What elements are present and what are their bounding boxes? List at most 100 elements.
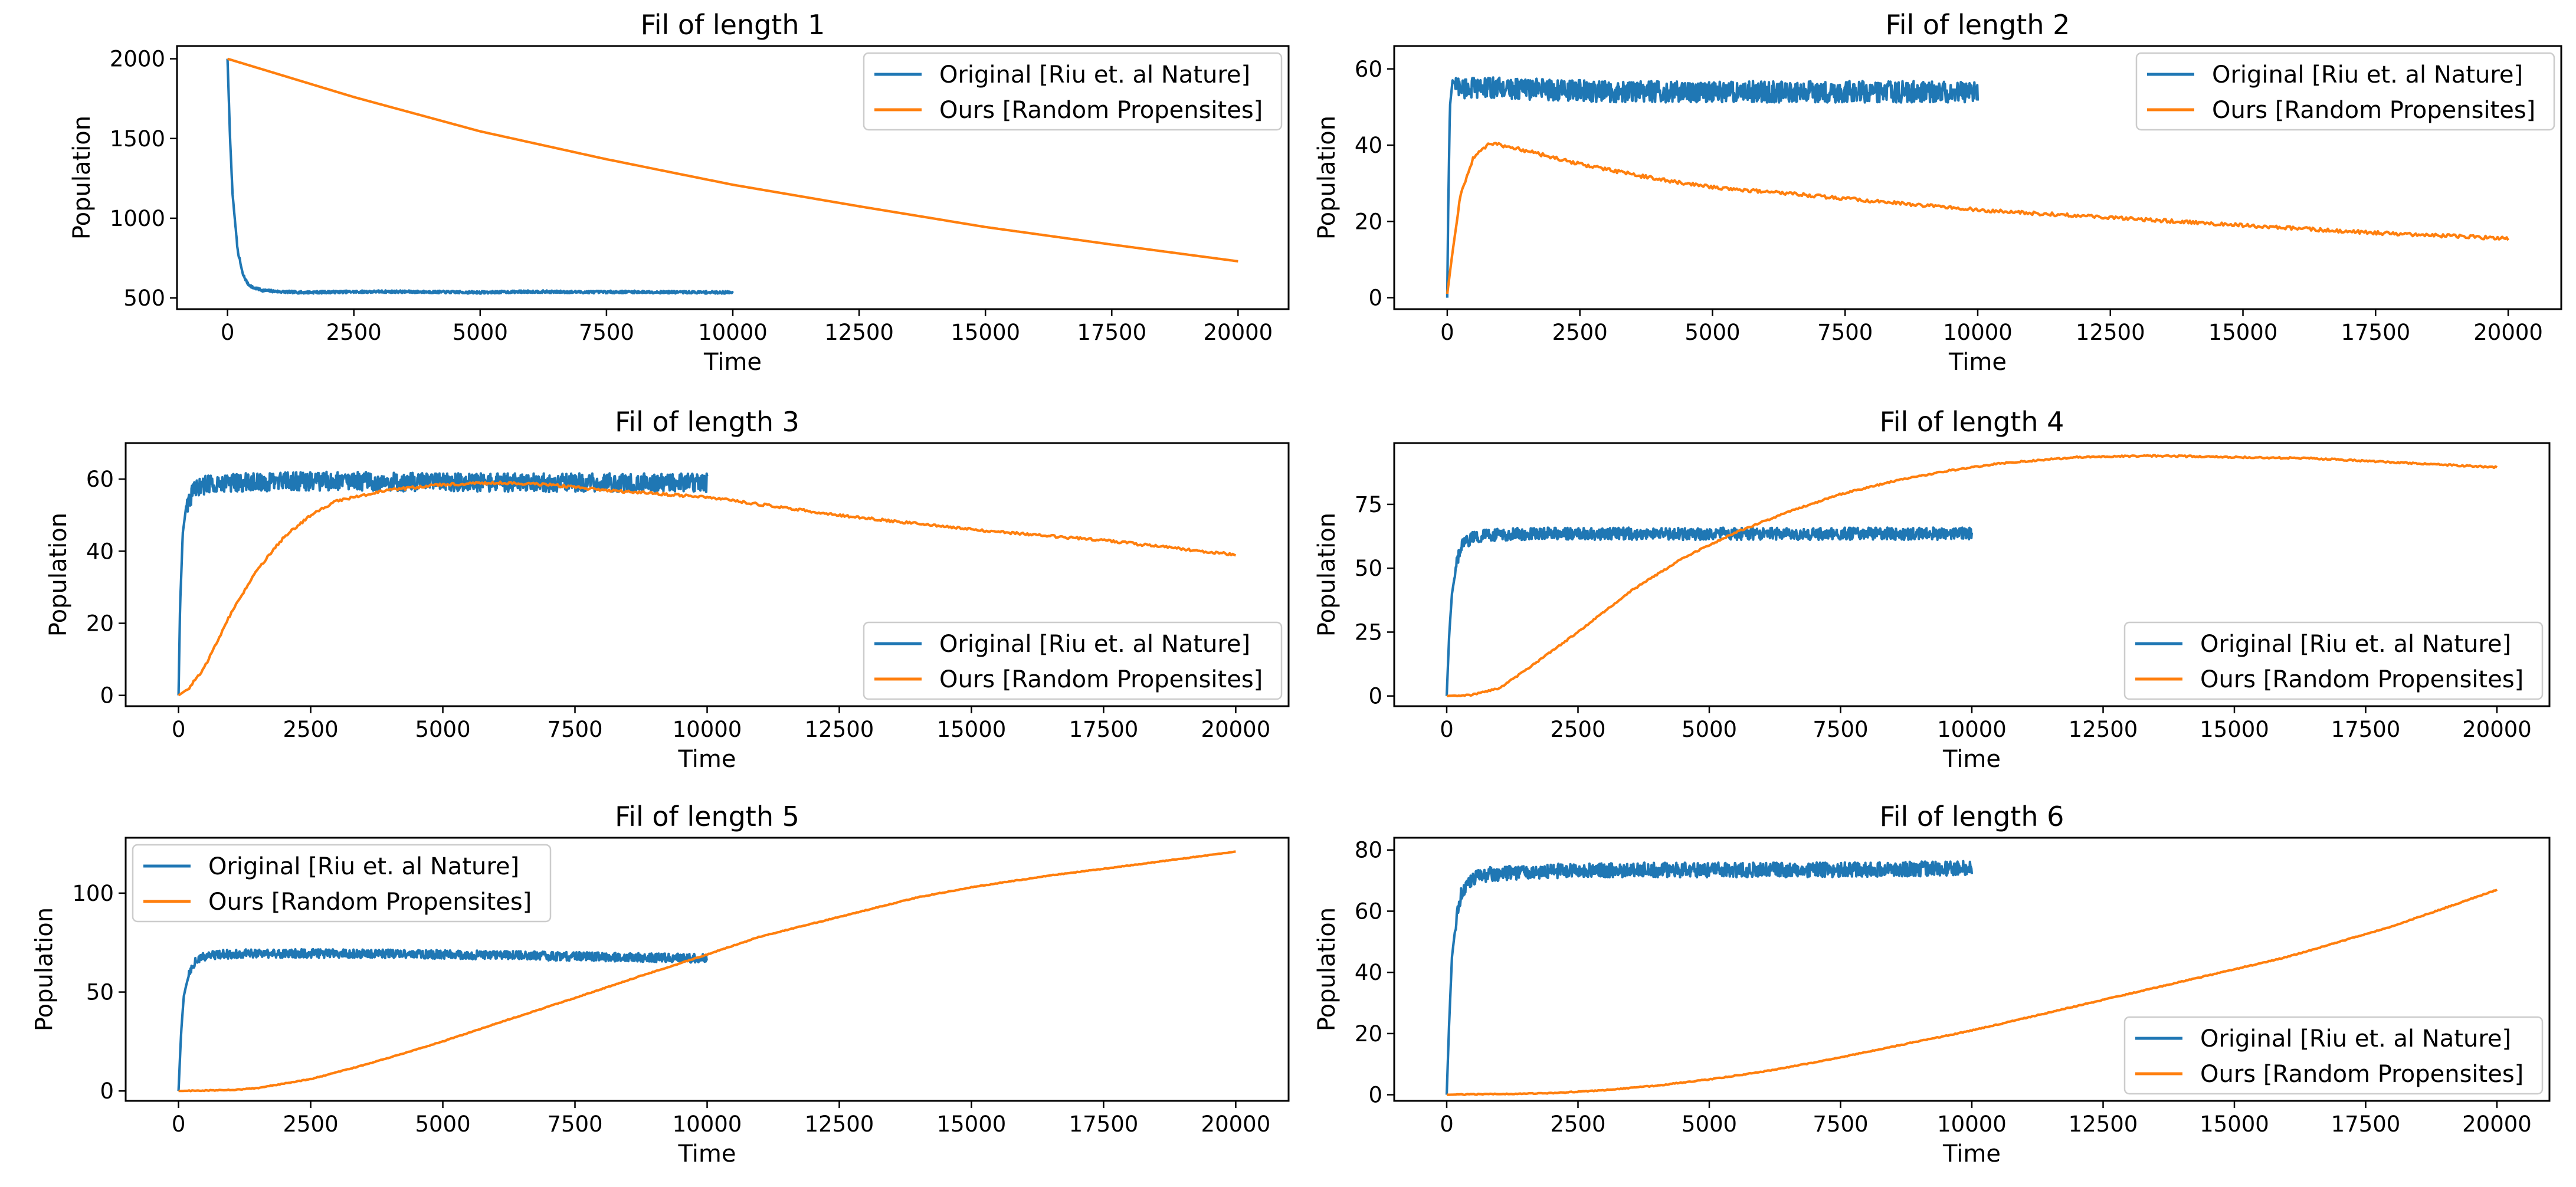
subplot-title: Fil of length 6 (1880, 801, 2064, 832)
y-tick-label: 40 (1355, 960, 1382, 985)
x-tick-label: 15000 (951, 320, 1020, 345)
x-tick-label: 12500 (2069, 717, 2138, 742)
legend-label: Original [Riu et. al Nature] (939, 61, 1250, 88)
y-tick-label: 100 (72, 881, 114, 906)
subplot-3: Fil of length 3 0 2500 5000 7500 10000 12500 15… (45, 406, 1290, 773)
x-tick-label: 15000 (2200, 1111, 2269, 1137)
x-tick-label: 5000 (415, 717, 470, 742)
x-tick-label: 12500 (2076, 320, 2145, 345)
x-tick-label: 5000 (453, 320, 508, 345)
x-tick-label: 10000 (1937, 1111, 2007, 1137)
x-tick-label: 12500 (824, 320, 894, 345)
x-axis-label: Time (1948, 349, 2007, 376)
x-tick-label: 5000 (415, 1111, 470, 1137)
legend-box (2123, 621, 2544, 700)
subplot-5: Fil of length 5 0 2500 5000 7500 10000 12500 15… (31, 801, 1290, 1168)
y-axis-label: Population (45, 513, 72, 637)
legend: Original [Riu et. al Nature] Ours [Random… (2123, 621, 2544, 700)
y-tick-label: 0 (1368, 684, 1382, 709)
x-tick-label: 0 (1440, 320, 1454, 345)
x-axis-label: Time (1942, 1140, 2001, 1168)
series-line (1446, 76, 1979, 298)
x-tick-label: 20000 (2473, 320, 2543, 345)
y-tick-label: 0 (1368, 286, 1382, 311)
x-tick-label: 20000 (2462, 1111, 2532, 1137)
x-tick-label: 2500 (1552, 320, 1608, 345)
x-tick-label: 15000 (937, 717, 1007, 742)
y-tick-label: 75 (1355, 492, 1382, 517)
legend: Original [Riu et. al Nature] Ours [Random… (132, 844, 552, 923)
x-tick-label: 10000 (698, 320, 768, 345)
y-tick-label: 1000 (110, 206, 165, 231)
y-axis-label: Population (31, 907, 58, 1031)
y-tick-label: 80 (1355, 838, 1382, 863)
y-tick-label: 500 (123, 286, 165, 311)
x-tick-label: 15000 (2208, 320, 2278, 345)
legend-label: Ours [Random Propensites] (939, 666, 1263, 693)
x-axis-label: Time (1942, 746, 2001, 773)
y-tick-label: 60 (1355, 899, 1382, 924)
legend-label: Ours [Random Propensites] (2200, 666, 2523, 693)
x-tick-label: 17500 (2331, 717, 2401, 742)
y-tick-label: 40 (1355, 133, 1382, 158)
x-tick-label: 17500 (1069, 717, 1139, 742)
x-tick-label: 10000 (673, 717, 742, 742)
series-line (227, 57, 1238, 263)
legend-label: Ours [Random Propensites] (2212, 97, 2535, 124)
legend-label: Original [Riu et. al Nature] (939, 631, 1250, 658)
legend-label: Original [Riu et. al Nature] (2212, 61, 2523, 88)
y-tick-label: 60 (86, 467, 114, 492)
y-tick-label: 50 (86, 980, 114, 1005)
x-tick-label: 0 (172, 1111, 186, 1137)
series-line (1446, 142, 2509, 294)
x-axis-label: Time (678, 746, 736, 773)
x-tick-label: 7500 (547, 717, 602, 742)
y-axis-label: Population (1313, 116, 1341, 240)
x-tick-label: 20000 (1201, 717, 1271, 742)
x-tick-label: 7500 (1813, 717, 1868, 742)
x-tick-label: 17500 (2341, 320, 2410, 345)
y-tick-label: 0 (100, 1078, 114, 1104)
x-tick-label: 5000 (1682, 1111, 1737, 1137)
legend: Original [Riu et. al Nature] Ours [Random… (863, 52, 1283, 131)
x-tick-label: 0 (1440, 1111, 1454, 1137)
subplot-1: Fil of length 1 0 2500 5000 7500 10000 12500 15… (68, 9, 1290, 376)
x-tick-label: 17500 (2331, 1111, 2401, 1137)
x-tick-label: 5000 (1682, 717, 1737, 742)
x-tick-label: 2500 (1550, 717, 1605, 742)
x-tick-label: 17500 (1069, 1111, 1139, 1137)
legend-label: Ours [Random Propensites] (208, 888, 532, 916)
x-tick-label: 15000 (937, 1111, 1007, 1137)
subplot-title: Fil of length 3 (615, 406, 799, 438)
series-line (1445, 860, 1974, 1095)
y-axis-label: Population (1313, 513, 1341, 637)
legend-label: Ours [Random Propensites] (939, 97, 1263, 124)
series-line (1445, 526, 1974, 696)
x-tick-label: 20000 (1204, 320, 1273, 345)
y-tick-label: 40 (86, 539, 114, 564)
x-tick-label: 15000 (2200, 717, 2269, 742)
y-tick-label: 0 (1368, 1083, 1382, 1108)
subplot-title: Fil of length 5 (615, 801, 799, 832)
subplot-title: Fil of length 1 (641, 9, 825, 41)
x-tick-label: 10000 (673, 1111, 742, 1137)
legend: Original [Riu et. al Nature] Ours [Random… (2123, 1016, 2544, 1095)
subplot-4: Fil of length 4 0 2500 5000 7500 10000 12500 15… (1313, 406, 2551, 773)
legend-box (863, 621, 1283, 700)
x-tick-label: 5000 (1684, 320, 1740, 345)
x-tick-label: 12500 (805, 717, 874, 742)
series-line (226, 58, 734, 295)
x-tick-label: 10000 (1937, 717, 2007, 742)
subplot-title: Fil of length 2 (1886, 9, 2070, 41)
x-tick-label: 20000 (2462, 717, 2532, 742)
legend-box (2123, 1016, 2544, 1095)
series-line (1446, 454, 2498, 697)
y-axis-label: Population (68, 116, 96, 240)
series-line (1447, 888, 2498, 1096)
legend-label: Ours [Random Propensites] (2200, 1061, 2523, 1088)
y-axis-label: Population (1313, 907, 1341, 1031)
y-tick-label: 20 (1355, 1021, 1382, 1047)
x-tick-label: 0 (221, 320, 235, 345)
x-tick-label: 7500 (547, 1111, 602, 1137)
legend-box (863, 52, 1283, 131)
